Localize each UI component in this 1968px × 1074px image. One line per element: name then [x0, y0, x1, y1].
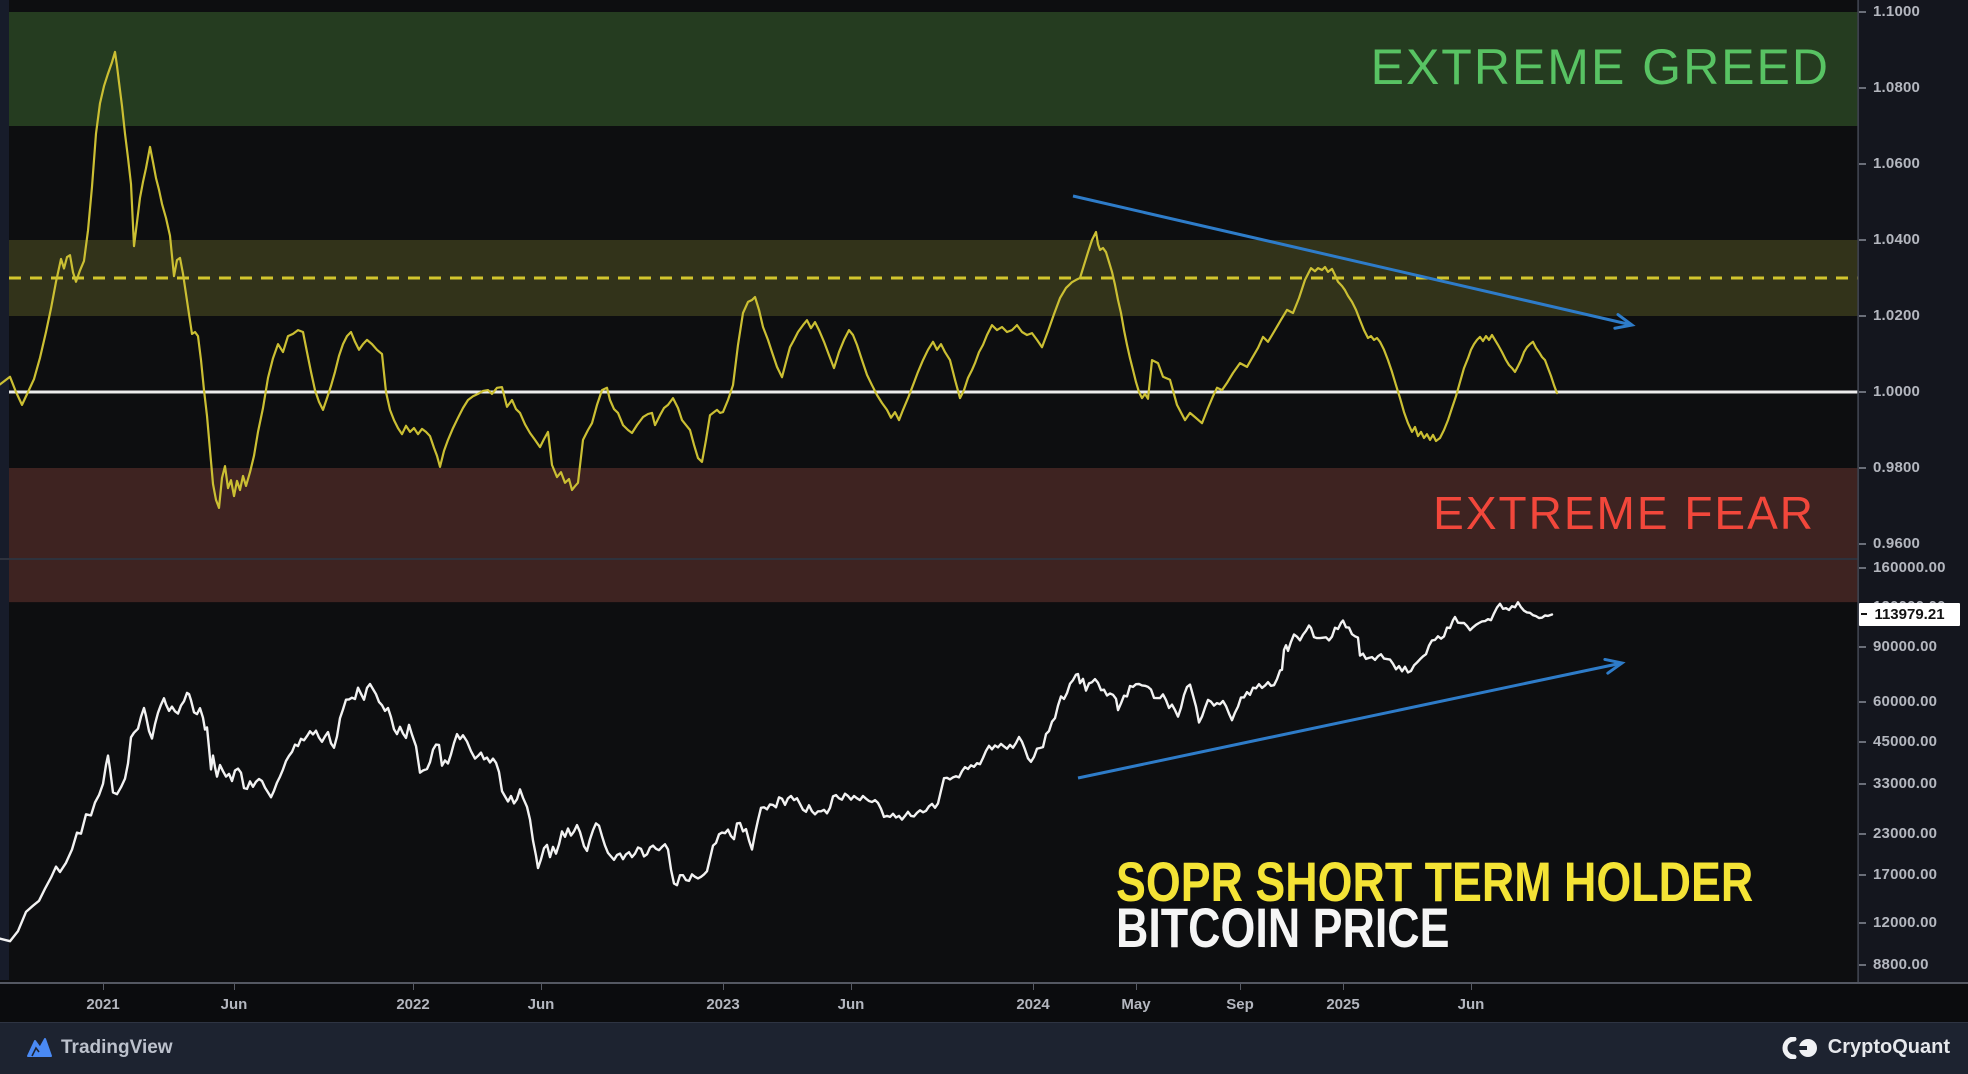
price-tick-mark: [1859, 783, 1866, 786]
time-tick-mark: [413, 984, 414, 990]
price-tick-mark: [1859, 87, 1866, 89]
left-margin-strip: [0, 0, 9, 980]
price-tick-label: 33000.00: [1873, 775, 1938, 793]
time-tick-mark: [1240, 984, 1241, 990]
time-tick-label: Jun: [1457, 996, 1485, 1013]
time-tick-label: Sep: [1226, 996, 1254, 1013]
time-tick-mark: [1471, 984, 1472, 990]
time-tick-mark: [541, 984, 542, 990]
sopr-trend-arrow: [1072, 194, 1633, 327]
price-tick-label: 60000.00: [1873, 693, 1938, 711]
price-tick-mark: [1859, 874, 1866, 877]
price-tick-label: 45000.00: [1873, 732, 1938, 750]
tradingview-text: TradingView: [61, 1037, 173, 1058]
last-price-badge: 113979.21: [1859, 602, 1960, 626]
time-tick-label: 2021: [86, 996, 120, 1013]
time-tick-mark: [723, 984, 724, 990]
price-tick-label: 1.0400: [1873, 231, 1921, 248]
price-tick-label: 1.0000: [1873, 383, 1921, 400]
time-tick-label: 2025: [1326, 996, 1360, 1013]
time-tick-mark: [103, 984, 104, 990]
cryptoquant-text: CryptoQuant: [1827, 1036, 1950, 1058]
extreme-greed-label: EXTREME GREED: [1370, 39, 1830, 95]
time-tick-label: 2023: [706, 996, 740, 1013]
time-tick-label: 2022: [396, 996, 430, 1013]
time-scale[interactable]: 2021 Jun 2022 Jun 2023 Jun 2024 May Sep 2025 Jun: [0, 982, 1968, 1024]
price-tick-label: 1.0600: [1873, 155, 1921, 172]
price-tick-label: 23000.00: [1873, 824, 1938, 842]
price-tick-mark: [1859, 832, 1866, 835]
price-tick-mark: [1859, 921, 1866, 924]
tradingview-logo[interactable]: TradingView: [26, 1036, 173, 1060]
zone-extreme-fear: [9, 468, 1858, 603]
price-tick-label: 1.0200: [1873, 307, 1921, 324]
price-tick-label: 8800.00: [1873, 956, 1929, 974]
time-tick-mark: [1343, 984, 1344, 990]
sopr-line: [0, 50, 1559, 509]
price-tick-mark: [1859, 391, 1866, 393]
price-tick-mark: [1859, 701, 1866, 704]
price-tick-mark: [1859, 543, 1866, 545]
bitcoin-price-series-label: BITCOIN PRICE: [1116, 896, 1450, 959]
cryptoquant-icon: [1782, 1036, 1817, 1059]
btc-line: [0, 601, 1554, 943]
footer-bar: TradingView CryptoQuant: [0, 1022, 1968, 1074]
price-tick-label: 90000.00: [1873, 637, 1938, 655]
price-tick-label: 1.1000: [1873, 3, 1921, 20]
price-scale[interactable]: 1.1000 1.0800 1.0600 1.0400 1.0200 1.0000 0.98…: [1858, 0, 1968, 982]
sopr-series-label: SOPR SHORT TERM HOLDER: [1116, 850, 1754, 913]
price-tick-mark: [1859, 315, 1866, 317]
time-tick-mark: [1136, 984, 1137, 990]
zone-extreme-greed: [9, 12, 1858, 126]
time-tick-label: 2024: [1016, 996, 1050, 1013]
price-tick-label: 12000.00: [1873, 913, 1938, 931]
price-tick-label: 0.9600: [1873, 535, 1921, 552]
time-tick-mark: [851, 984, 852, 990]
price-tick-mark: [1859, 467, 1866, 469]
time-tick-mark: [234, 984, 235, 990]
price-tick-label: 0.9800: [1873, 459, 1921, 476]
price-tick-mark: [1859, 239, 1866, 241]
price-tick-label: 1.0800: [1873, 79, 1921, 96]
price-trend-arrow: [1077, 661, 1623, 780]
price-tick-mark: [1859, 567, 1866, 569]
price-trend-arrow-head: [1603, 657, 1626, 675]
cryptoquant-logo[interactable]: CryptoQuant: [1780, 1036, 1950, 1059]
price-tick-mark: [1859, 964, 1866, 967]
time-tick-label: Jun: [527, 996, 555, 1013]
time-tick-label: Jun: [837, 996, 865, 1013]
time-tick-label: Jun: [220, 996, 248, 1013]
price-tick-mark: [1859, 11, 1866, 13]
price-tick-mark: [1859, 645, 1866, 648]
time-tick-label: May: [1121, 996, 1151, 1013]
price-tick-label: 160000.00: [1873, 559, 1946, 576]
price-tick-label: 17000.00: [1873, 866, 1938, 884]
price-tick-mark: [1859, 740, 1866, 743]
extreme-fear-label: EXTREME FEAR: [1433, 487, 1815, 539]
sopr-trend-arrow-head: [1613, 313, 1636, 330]
price-tick-mark: [1859, 163, 1866, 165]
time-tick-mark: [1033, 984, 1034, 990]
tradingview-icon: [27, 1038, 52, 1057]
